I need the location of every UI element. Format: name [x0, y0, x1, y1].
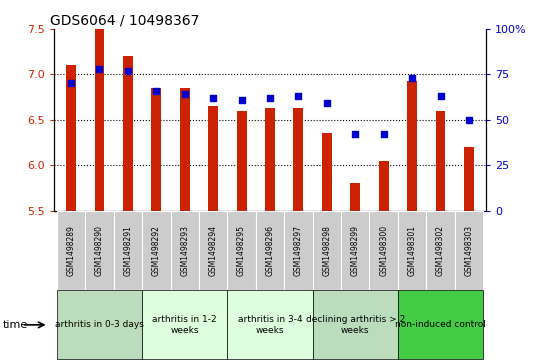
Bar: [379, 161, 389, 211]
Text: arthritis in 3-4
weeks: arthritis in 3-4 weeks: [238, 315, 302, 335]
Bar: [180, 88, 190, 211]
Text: GSM1498297: GSM1498297: [294, 225, 303, 276]
Text: GSM1498294: GSM1498294: [208, 225, 218, 276]
Text: GSM1498301: GSM1498301: [408, 225, 416, 276]
Point: [322, 101, 331, 106]
Point: [180, 91, 189, 97]
Text: GSM1498291: GSM1498291: [124, 225, 132, 276]
Point: [380, 131, 388, 137]
Point: [67, 81, 76, 86]
Bar: [293, 108, 303, 211]
Text: arthritis in 0-3 days: arthritis in 0-3 days: [55, 321, 144, 329]
Bar: [151, 88, 161, 211]
Bar: [322, 134, 332, 211]
Bar: [94, 29, 104, 211]
Point: [124, 68, 132, 74]
Bar: [66, 65, 76, 211]
Point: [436, 93, 445, 99]
Text: GSM1498295: GSM1498295: [237, 225, 246, 276]
Text: GSM1498296: GSM1498296: [266, 225, 274, 276]
Text: GSM1498302: GSM1498302: [436, 225, 445, 276]
Text: GSM1498293: GSM1498293: [180, 225, 189, 276]
Text: GSM1498300: GSM1498300: [379, 225, 388, 276]
Point: [408, 75, 416, 81]
Text: GSM1498299: GSM1498299: [351, 225, 360, 276]
Bar: [208, 106, 218, 211]
Point: [351, 131, 360, 137]
Bar: [265, 108, 275, 211]
Text: arthritis in 1-2
weeks: arthritis in 1-2 weeks: [152, 315, 217, 335]
Bar: [436, 111, 446, 211]
Text: GDS6064 / 10498367: GDS6064 / 10498367: [50, 14, 199, 28]
Text: GSM1498290: GSM1498290: [95, 225, 104, 276]
Point: [266, 95, 274, 101]
Bar: [123, 56, 133, 211]
Text: GSM1498289: GSM1498289: [66, 225, 76, 276]
Point: [152, 88, 160, 94]
Text: time: time: [3, 320, 28, 330]
Bar: [350, 183, 360, 211]
Bar: [464, 147, 474, 211]
Bar: [407, 81, 417, 211]
Point: [95, 66, 104, 72]
Point: [464, 117, 473, 123]
Bar: [237, 111, 247, 211]
Point: [237, 97, 246, 103]
Text: GSM1498292: GSM1498292: [152, 225, 161, 276]
Point: [294, 93, 303, 99]
Text: GSM1498298: GSM1498298: [322, 225, 332, 276]
Point: [209, 95, 218, 101]
Text: declining arthritis > 2
weeks: declining arthritis > 2 weeks: [306, 315, 405, 335]
Text: GSM1498303: GSM1498303: [464, 225, 474, 276]
Text: non-induced control: non-induced control: [395, 321, 486, 329]
